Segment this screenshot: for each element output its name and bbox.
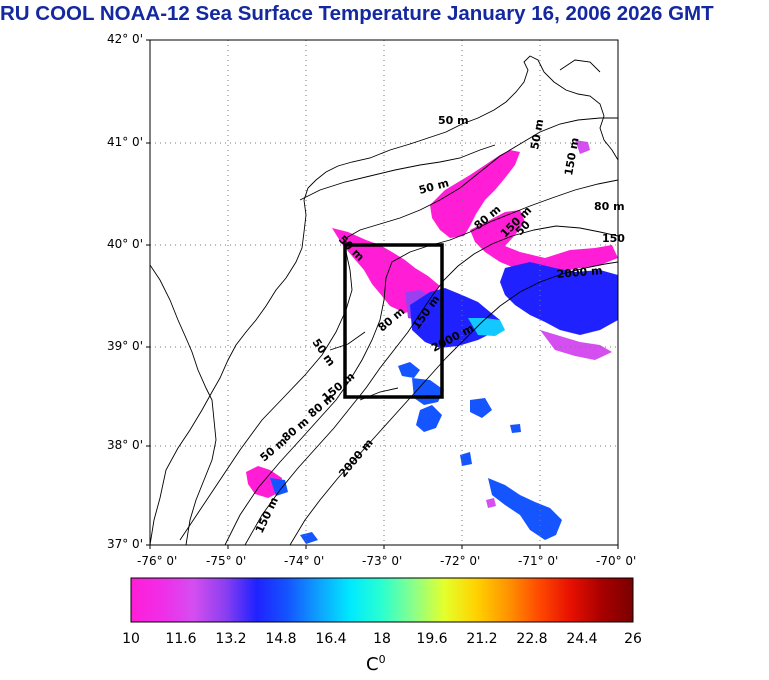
colorbar-gradient (131, 578, 633, 622)
lat-label: 41° 0' (106, 135, 143, 149)
lon-label: -71° 0' (518, 554, 559, 568)
lon-label: -74° 0' (284, 554, 325, 568)
sst-patch-magenta-east (470, 210, 618, 274)
lon-label: -72° 0' (440, 554, 481, 568)
contour-label: 50 m (528, 118, 546, 150)
colorbar-tick-label: 14.8 (265, 631, 297, 647)
sst-patch-blue-mid (398, 362, 444, 405)
contour-label: 150 m (320, 370, 358, 405)
colorbar-tick-label: 21.2 (466, 631, 498, 647)
contour-2000m (289, 261, 618, 545)
colorbar-tick-label: 18 (373, 631, 391, 647)
unit-letter: C (366, 654, 379, 675)
colorbar-tick-label: 22.8 (516, 631, 548, 647)
colorbar-frame (130, 577, 634, 623)
unit-superscript: 0 (378, 653, 386, 666)
colorbar-unit: C0 (366, 653, 386, 675)
lat-label: 42° 0' (106, 32, 143, 46)
contour-label: 80 m (376, 305, 408, 335)
colorbar-tick-label: 16.4 (315, 631, 347, 647)
sst-patch-magenta-se (540, 330, 612, 360)
lat-label: 38° 0' (106, 438, 143, 452)
contour-label: 80 m (280, 415, 312, 445)
sst-patch-magenta-sw (246, 466, 282, 498)
colorbar-tick-label: 19.6 (416, 631, 448, 647)
colorbar (131, 578, 633, 622)
graticule (150, 40, 618, 545)
sst-patch-blue-small (300, 424, 521, 544)
coastline-bay (150, 264, 217, 545)
contour-label: 50 m (438, 114, 469, 127)
sst-patch-blue-south2 (488, 478, 562, 540)
lat-label: 40° 0' (106, 237, 143, 251)
colorbar-tick-label: 10 (122, 631, 140, 647)
lon-label: -73° 0' (362, 554, 403, 568)
coastline (150, 55, 618, 545)
contour-label: 150 m (253, 495, 281, 535)
region-box (343, 243, 444, 399)
lat-label: 37° 0' (106, 537, 143, 551)
sst-patch-blue-east (500, 262, 618, 335)
contour-label: 150 (602, 232, 625, 245)
lat-label: 39° 0' (106, 339, 143, 353)
lon-label: -76° 0' (137, 554, 178, 568)
colorbar-tick-label: 13.2 (215, 631, 247, 647)
contour-label: 80 m (594, 200, 625, 213)
sst-patch-blue-sw (270, 478, 288, 496)
map-ticks (146, 39, 619, 549)
contour-150m (244, 225, 618, 545)
sst-patch-blue-south1 (416, 398, 492, 432)
colorbar-tick-label: 26 (624, 631, 642, 647)
contour-label: 2000 m (336, 436, 375, 480)
sst-data-layer (246, 140, 618, 544)
contour-label: 50 m (310, 336, 338, 369)
coastline-li (299, 144, 496, 201)
colorbar-tick-label: 24.4 (566, 631, 598, 647)
contour-50m (179, 117, 618, 541)
lon-label: -70° 0' (596, 554, 637, 568)
contour-80m (224, 179, 618, 545)
colorbar-tick-label: 11.6 (165, 631, 197, 647)
lon-label: -75° 0' (206, 554, 247, 568)
sst-patch-magenta-north (430, 150, 520, 238)
map-title: RU COOL NOAA-12 Sea Surface Temperature … (0, 2, 714, 25)
sst-patch-cyan (468, 318, 505, 336)
contour-label: 2000 m (556, 264, 603, 281)
